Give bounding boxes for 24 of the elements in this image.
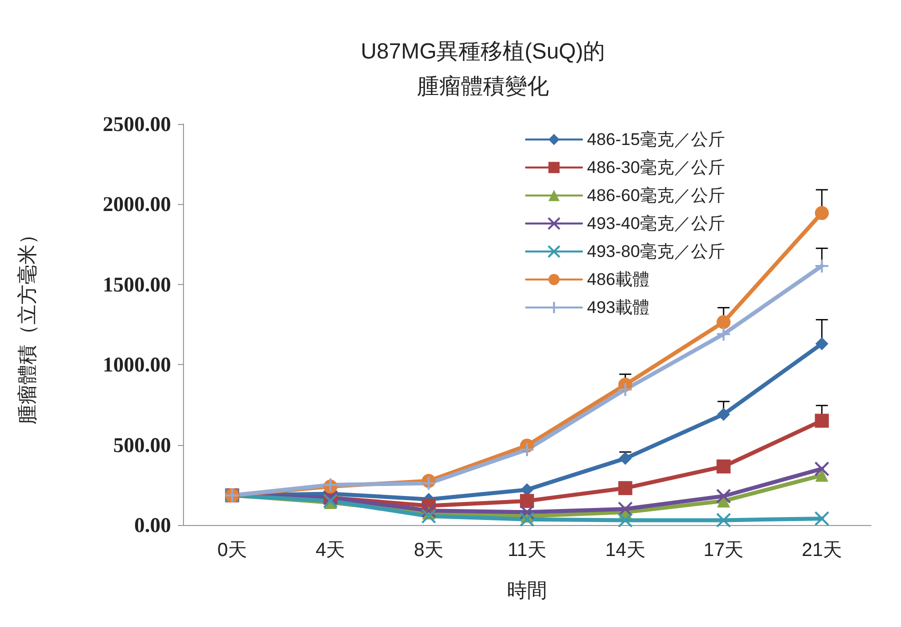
legend-label: 486-15毫克／公斤 <box>587 130 725 149</box>
x-tick-label: 11天 <box>508 540 546 561</box>
x-tick-label: 17天 <box>704 540 744 561</box>
y-tick-label: 1000.00 <box>102 352 171 377</box>
x-axis-title: 時間 <box>507 580 547 602</box>
y-tick-label: 2500.00 <box>102 112 171 136</box>
legend-label: 486-30毫克／公斤 <box>587 158 725 177</box>
legend-label: 493-40毫克／公斤 <box>587 214 725 233</box>
y-axis-title: 腫瘤體積（立方毫米） <box>16 224 39 424</box>
legend-label: 486-60毫克／公斤 <box>587 186 725 205</box>
y-tick-label: 0.00 <box>134 513 171 537</box>
x-tick-label: 14天 <box>605 540 646 561</box>
legend-label: 493-80毫克／公斤 <box>587 242 725 261</box>
chart-subtitle: 腫瘤體積變化 <box>417 74 549 98</box>
chart-title: U87MG異種移植(SuQ)的 <box>360 38 606 64</box>
y-tick-label: 2000.00 <box>102 192 171 216</box>
y-tick-label: 500.00 <box>113 432 171 457</box>
x-tick-label: 0天 <box>217 540 247 561</box>
legend-label: 493載體 <box>587 298 650 317</box>
y-tick-label: 1500.00 <box>102 272 171 296</box>
x-tick-label: 4天 <box>316 540 346 561</box>
x-tick-label: 21天 <box>802 540 842 561</box>
x-tick-label: 8天 <box>414 540 444 561</box>
legend-label: 486載體 <box>587 270 650 289</box>
